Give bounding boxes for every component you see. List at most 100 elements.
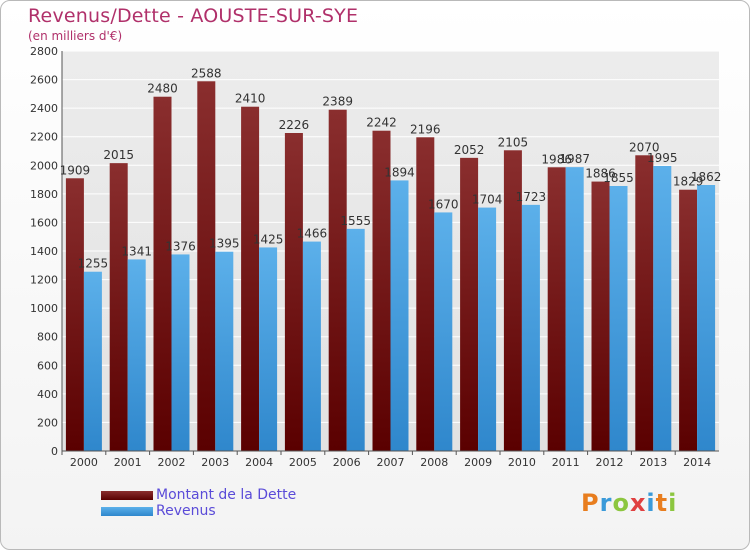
label-dette-2002: 2480 bbox=[147, 82, 178, 96]
label-revenus-2003: 1395 bbox=[209, 237, 240, 251]
bar-dette-2011 bbox=[547, 167, 566, 452]
logo-letter: i bbox=[646, 489, 656, 517]
x-tick-label-2013: 2013 bbox=[639, 456, 667, 469]
bar-dette-2000 bbox=[65, 178, 84, 452]
legend-swatch-revenus bbox=[101, 507, 153, 516]
y-tick-label-1600: 1600 bbox=[30, 216, 58, 229]
y-tick-label-600: 600 bbox=[37, 359, 58, 372]
label-dette-2014: 1829 bbox=[673, 175, 704, 189]
y-tick-label-200: 200 bbox=[37, 416, 58, 429]
y-tick-label-400: 400 bbox=[37, 388, 58, 401]
bars bbox=[65, 81, 716, 452]
label-dette-2003: 2588 bbox=[191, 66, 222, 80]
y-tick-label-1200: 1200 bbox=[30, 274, 58, 287]
bar-revenus-2008 bbox=[434, 212, 453, 451]
x-tick-label-2014: 2014 bbox=[683, 456, 711, 469]
y-tick-label-2000: 2000 bbox=[30, 159, 58, 172]
bar-dette-2004 bbox=[241, 106, 260, 451]
x-tick-label-2000: 2000 bbox=[70, 456, 98, 469]
bar-dette-2003 bbox=[197, 81, 216, 452]
logo-letter: r bbox=[599, 489, 613, 517]
label-revenus-2012: 1855 bbox=[603, 171, 634, 185]
bar-revenus-2000 bbox=[83, 271, 102, 451]
bar-revenus-2003 bbox=[215, 251, 234, 451]
bar-revenus-2004 bbox=[259, 247, 278, 451]
bar-revenus-2007 bbox=[390, 180, 409, 451]
label-dette-2008: 2196 bbox=[410, 122, 441, 136]
bar-dette-2008 bbox=[416, 137, 435, 452]
x-tick-label-2002: 2002 bbox=[158, 456, 186, 469]
bar-dette-2006 bbox=[328, 109, 347, 451]
y-tick-label-1800: 1800 bbox=[30, 188, 58, 201]
label-dette-2011: 1986 bbox=[541, 152, 572, 166]
label-dette-2004: 2410 bbox=[235, 92, 266, 106]
label-revenus-2002: 1376 bbox=[165, 239, 196, 253]
bar-revenus-2005 bbox=[302, 241, 321, 451]
bar-dette-2010 bbox=[503, 150, 522, 452]
y-tick-label-0: 0 bbox=[51, 445, 58, 458]
bar-revenus-2014 bbox=[697, 185, 716, 451]
label-dette-2001: 2015 bbox=[103, 148, 134, 162]
label-revenus-2006: 1555 bbox=[340, 214, 371, 228]
label-revenus-2001: 1341 bbox=[121, 244, 152, 258]
label-revenus-2007: 1894 bbox=[384, 165, 415, 179]
x-tick-label-2009: 2009 bbox=[464, 456, 492, 469]
bar-dette-2002 bbox=[153, 96, 172, 451]
label-revenus-2010: 1723 bbox=[516, 190, 547, 204]
label-dette-2000: 1909 bbox=[60, 163, 91, 177]
bar-revenus-2010 bbox=[521, 204, 540, 451]
label-dette-2006: 2389 bbox=[322, 95, 353, 109]
logo-letter: o bbox=[612, 489, 630, 517]
x-tick-label-2001: 2001 bbox=[114, 456, 142, 469]
proxiti-logo: Proxiti bbox=[581, 489, 677, 517]
x-tick-label-2004: 2004 bbox=[245, 456, 273, 469]
label-dette-2010: 2105 bbox=[498, 135, 529, 149]
label-dette-2009: 2052 bbox=[454, 143, 485, 157]
bar-dette-2014 bbox=[679, 189, 698, 451]
y-tick-label-800: 800 bbox=[37, 331, 58, 344]
legend-swatch-debt bbox=[101, 491, 153, 500]
x-tick-label-2011: 2011 bbox=[552, 456, 580, 469]
bar-revenus-2013 bbox=[653, 166, 672, 451]
logo-letter: i bbox=[668, 489, 678, 517]
logo-letter: P bbox=[581, 489, 600, 517]
bar-dette-2009 bbox=[460, 157, 479, 451]
y-tick-label-2200: 2200 bbox=[30, 131, 58, 144]
y-tick-label-2800: 2800 bbox=[30, 45, 58, 58]
label-revenus-2009: 1704 bbox=[472, 193, 503, 207]
label-dette-2007: 2242 bbox=[366, 116, 397, 130]
bar-dette-2013 bbox=[635, 155, 654, 452]
chart-title: Revenus/Dette - AOUSTE-SUR-SYE bbox=[28, 5, 359, 27]
legend-label-revenus: Revenus bbox=[156, 503, 216, 519]
bar-dette-2005 bbox=[284, 133, 303, 451]
y-tick-label-2400: 2400 bbox=[30, 102, 58, 115]
label-revenus-2008: 1670 bbox=[428, 197, 459, 211]
x-tick-label-2006: 2006 bbox=[333, 456, 361, 469]
legend-label-debt: Montant de la Dette bbox=[156, 487, 297, 503]
y-tick-label-1400: 1400 bbox=[30, 245, 58, 258]
axes: 0 200 400 600 800 1000 1200 1400 1600 1800 2000 220… bbox=[30, 45, 719, 469]
bar-revenus-2001 bbox=[127, 259, 146, 451]
y-tick-label-2600: 2600 bbox=[30, 74, 58, 87]
bar-revenus-2002 bbox=[171, 254, 190, 451]
label-revenus-2004: 1425 bbox=[253, 232, 284, 246]
label-dette-2013: 2070 bbox=[629, 140, 660, 154]
label-revenus-2014: 1862 bbox=[691, 170, 722, 184]
x-tick-label-2010: 2010 bbox=[508, 456, 536, 469]
bar-dette-2001 bbox=[109, 163, 128, 451]
bar-dette-2012 bbox=[591, 181, 610, 452]
label-revenus-2013: 1995 bbox=[647, 151, 678, 165]
label-revenus-2011: 1987 bbox=[559, 152, 590, 166]
x-tick-label-2005: 2005 bbox=[289, 456, 317, 469]
data-labels: 1909 1255 2015 1341 2480 1376 2588 1395 2410 1425… bbox=[60, 66, 722, 270]
bar-revenus-2012 bbox=[609, 186, 628, 451]
x-tick-label-2012: 2012 bbox=[596, 456, 624, 469]
chart-subtitle: (en milliers d'€) bbox=[28, 29, 123, 43]
x-tick-label-2003: 2003 bbox=[201, 456, 229, 469]
label-revenus-2000: 1255 bbox=[78, 257, 109, 271]
label-revenus-2005: 1466 bbox=[297, 227, 328, 241]
label-dette-2012: 1886 bbox=[585, 167, 616, 181]
logo-letter: x bbox=[629, 489, 647, 517]
